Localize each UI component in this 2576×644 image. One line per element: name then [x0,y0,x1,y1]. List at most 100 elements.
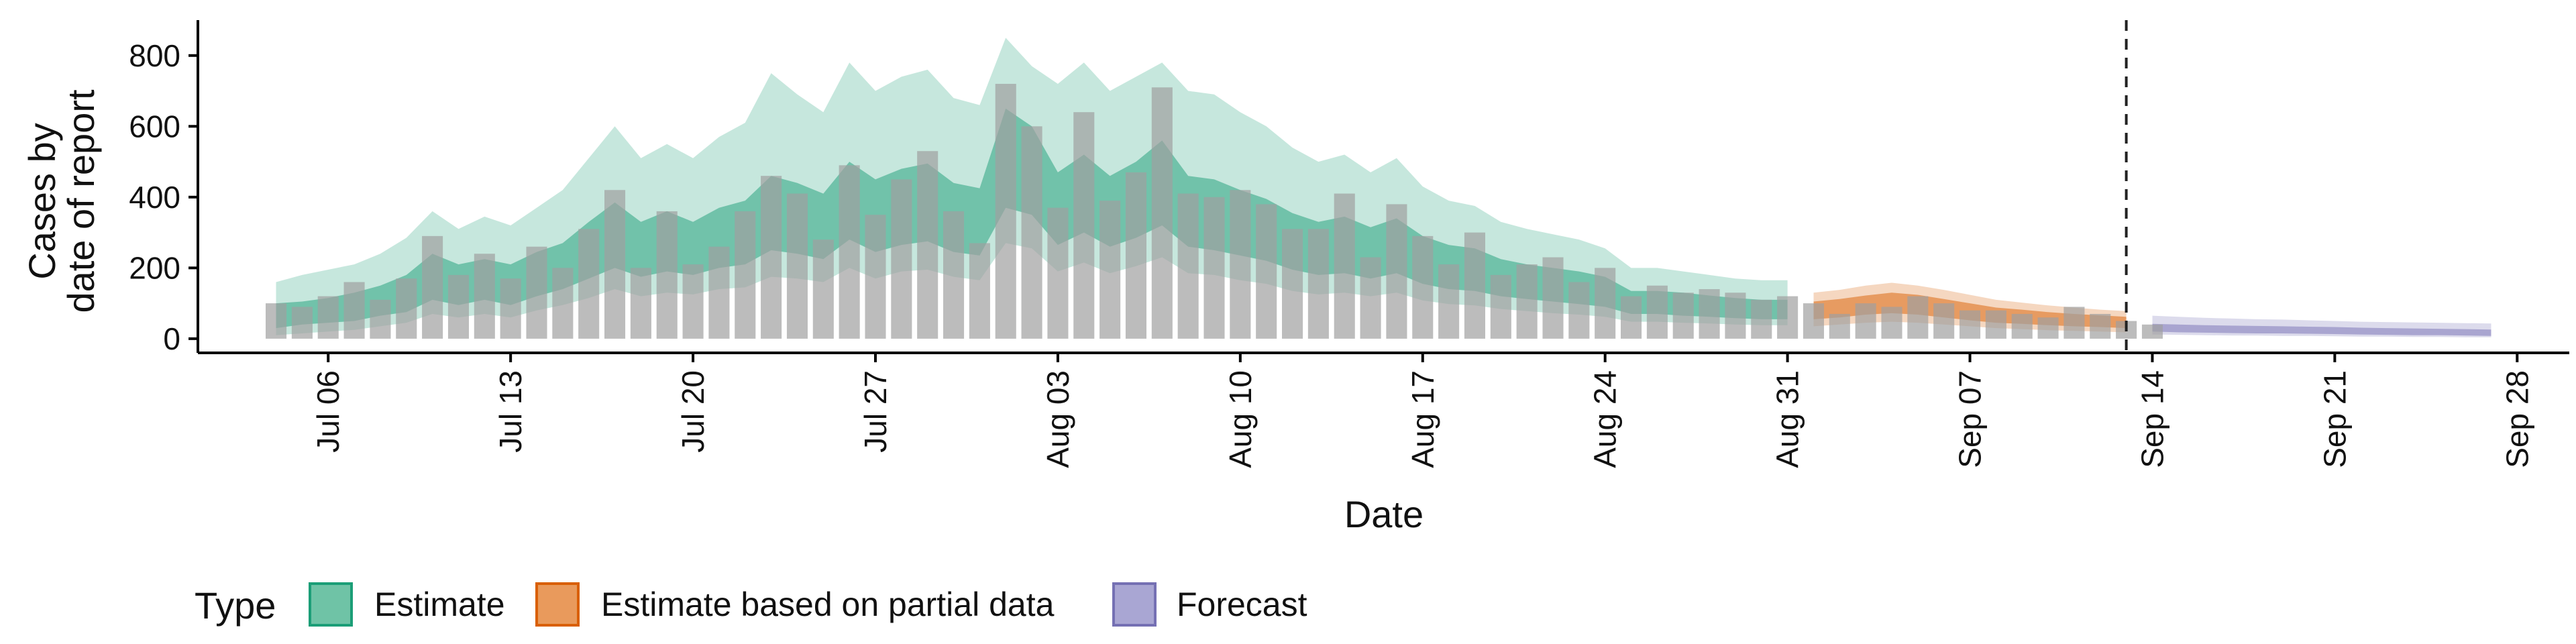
case-bar [1516,264,1538,339]
case-bar [317,296,339,339]
case-bar [682,264,704,339]
case-bar [865,215,886,339]
case-bar [1203,197,1225,339]
case-bar [552,268,574,339]
x-tick-label: Jul 27 [858,370,893,453]
case-bar [1985,310,2006,339]
case-bar [2037,317,2059,339]
case-bar [943,211,965,339]
case-bar [708,246,730,339]
legend: Type Estimate Estimate based on partial … [195,582,1307,627]
case-bar [1412,235,1434,339]
reported-case-bars [266,83,2163,339]
x-tick-label: Aug 03 [1040,370,1075,468]
case-bar [1438,264,1460,339]
y-tick-label: 600 [129,109,180,144]
case-bar [630,268,651,339]
case-bar [1177,193,1199,339]
case-bar [1646,285,1668,339]
case-bar [1021,126,1042,339]
case-bar [1047,207,1069,339]
case-bar [1334,193,1355,339]
case-bar [526,246,547,339]
y-axis-title: Cases by date of report [21,89,102,313]
case-bar [839,165,860,339]
case-bar [2063,307,2085,339]
y-axis-title-line-1: Cases by [21,123,63,279]
case-bar [1256,204,1277,339]
case-bar [761,176,782,339]
case-bar [474,254,495,339]
case-bar [1751,299,1772,339]
case-bar [343,282,365,339]
case-bar [578,229,600,339]
case-bar [1307,229,1329,339]
case-bar [1360,257,1381,339]
case-bar [1464,232,1485,339]
case-bar [422,235,443,339]
case-bar [266,303,287,339]
case-bar [1151,87,1173,339]
case-bar [1672,292,1694,339]
x-tick-label: Jul 06 [311,370,345,453]
case-bar [604,190,626,339]
case-bar [1829,313,1850,339]
case-bar [2141,324,2163,339]
axes [197,20,2569,354]
case-bar [735,211,756,339]
legend-label-forecast: Forecast [1177,586,1307,623]
case-bar [656,211,678,339]
case-bar [1073,112,1095,339]
case-bar [1621,296,1642,339]
y-tick-label: 0 [163,321,180,356]
y-tick-label: 800 [129,38,180,73]
x-tick-label: Aug 24 [1588,370,1623,468]
case-bar [500,278,521,339]
case-bar [1725,292,1746,339]
case-bar [1490,274,1511,339]
case-bar [1960,310,1981,339]
y-tick-label: 400 [129,180,180,215]
case-bar [969,243,990,339]
x-axis-title: Date [1344,493,1424,535]
case-bar [1595,268,1616,339]
y-axis-ticks: 0 200 400 600 800 [129,38,198,356]
case-bar [786,193,808,339]
case-bar [396,278,417,339]
case-bar [447,274,469,339]
case-bar [2090,313,2111,339]
case-bar [1099,201,1121,339]
x-tick-label: Jul 13 [493,370,528,453]
case-bar [1542,257,1564,339]
x-tick-label: Aug 31 [1770,370,1805,468]
x-tick-label: Aug 10 [1223,370,1258,468]
case-bar [1699,289,1720,339]
x-tick-label: Sep 07 [1953,370,1988,468]
case-bar [291,307,313,339]
x-axis-ticks: Jul 06 Jul 13 Jul 20 Jul 27 Aug 03 Aug 10 Aug … [311,353,2534,468]
case-bar [1386,204,1407,339]
band-inner-estimate [276,108,1788,329]
legend-key-estimate [309,582,353,627]
legend-label-estimate: Estimate [374,586,505,623]
case-bar [917,151,938,339]
case-bar [1777,296,1799,339]
x-tick-label: Sep 21 [2317,370,2352,468]
case-bar [995,83,1016,339]
case-bar [1125,172,1146,339]
legend-title: Type [195,584,276,627]
case-bar [2011,313,2033,339]
x-tick-label: Sep 28 [2500,370,2534,468]
case-bar [1933,303,1955,339]
x-tick-label: Sep 14 [2135,370,2169,468]
case-bar [370,299,391,339]
y-axis-title-line-2: date of report [60,89,102,313]
legend-key-partial [535,582,580,627]
case-bar [1881,307,1902,339]
case-bar [1568,282,1590,339]
y-tick-label: 200 [129,250,180,285]
x-tick-label: Jul 20 [676,370,710,453]
band-inner-forecast [2152,323,2491,336]
case-bar [812,239,834,339]
